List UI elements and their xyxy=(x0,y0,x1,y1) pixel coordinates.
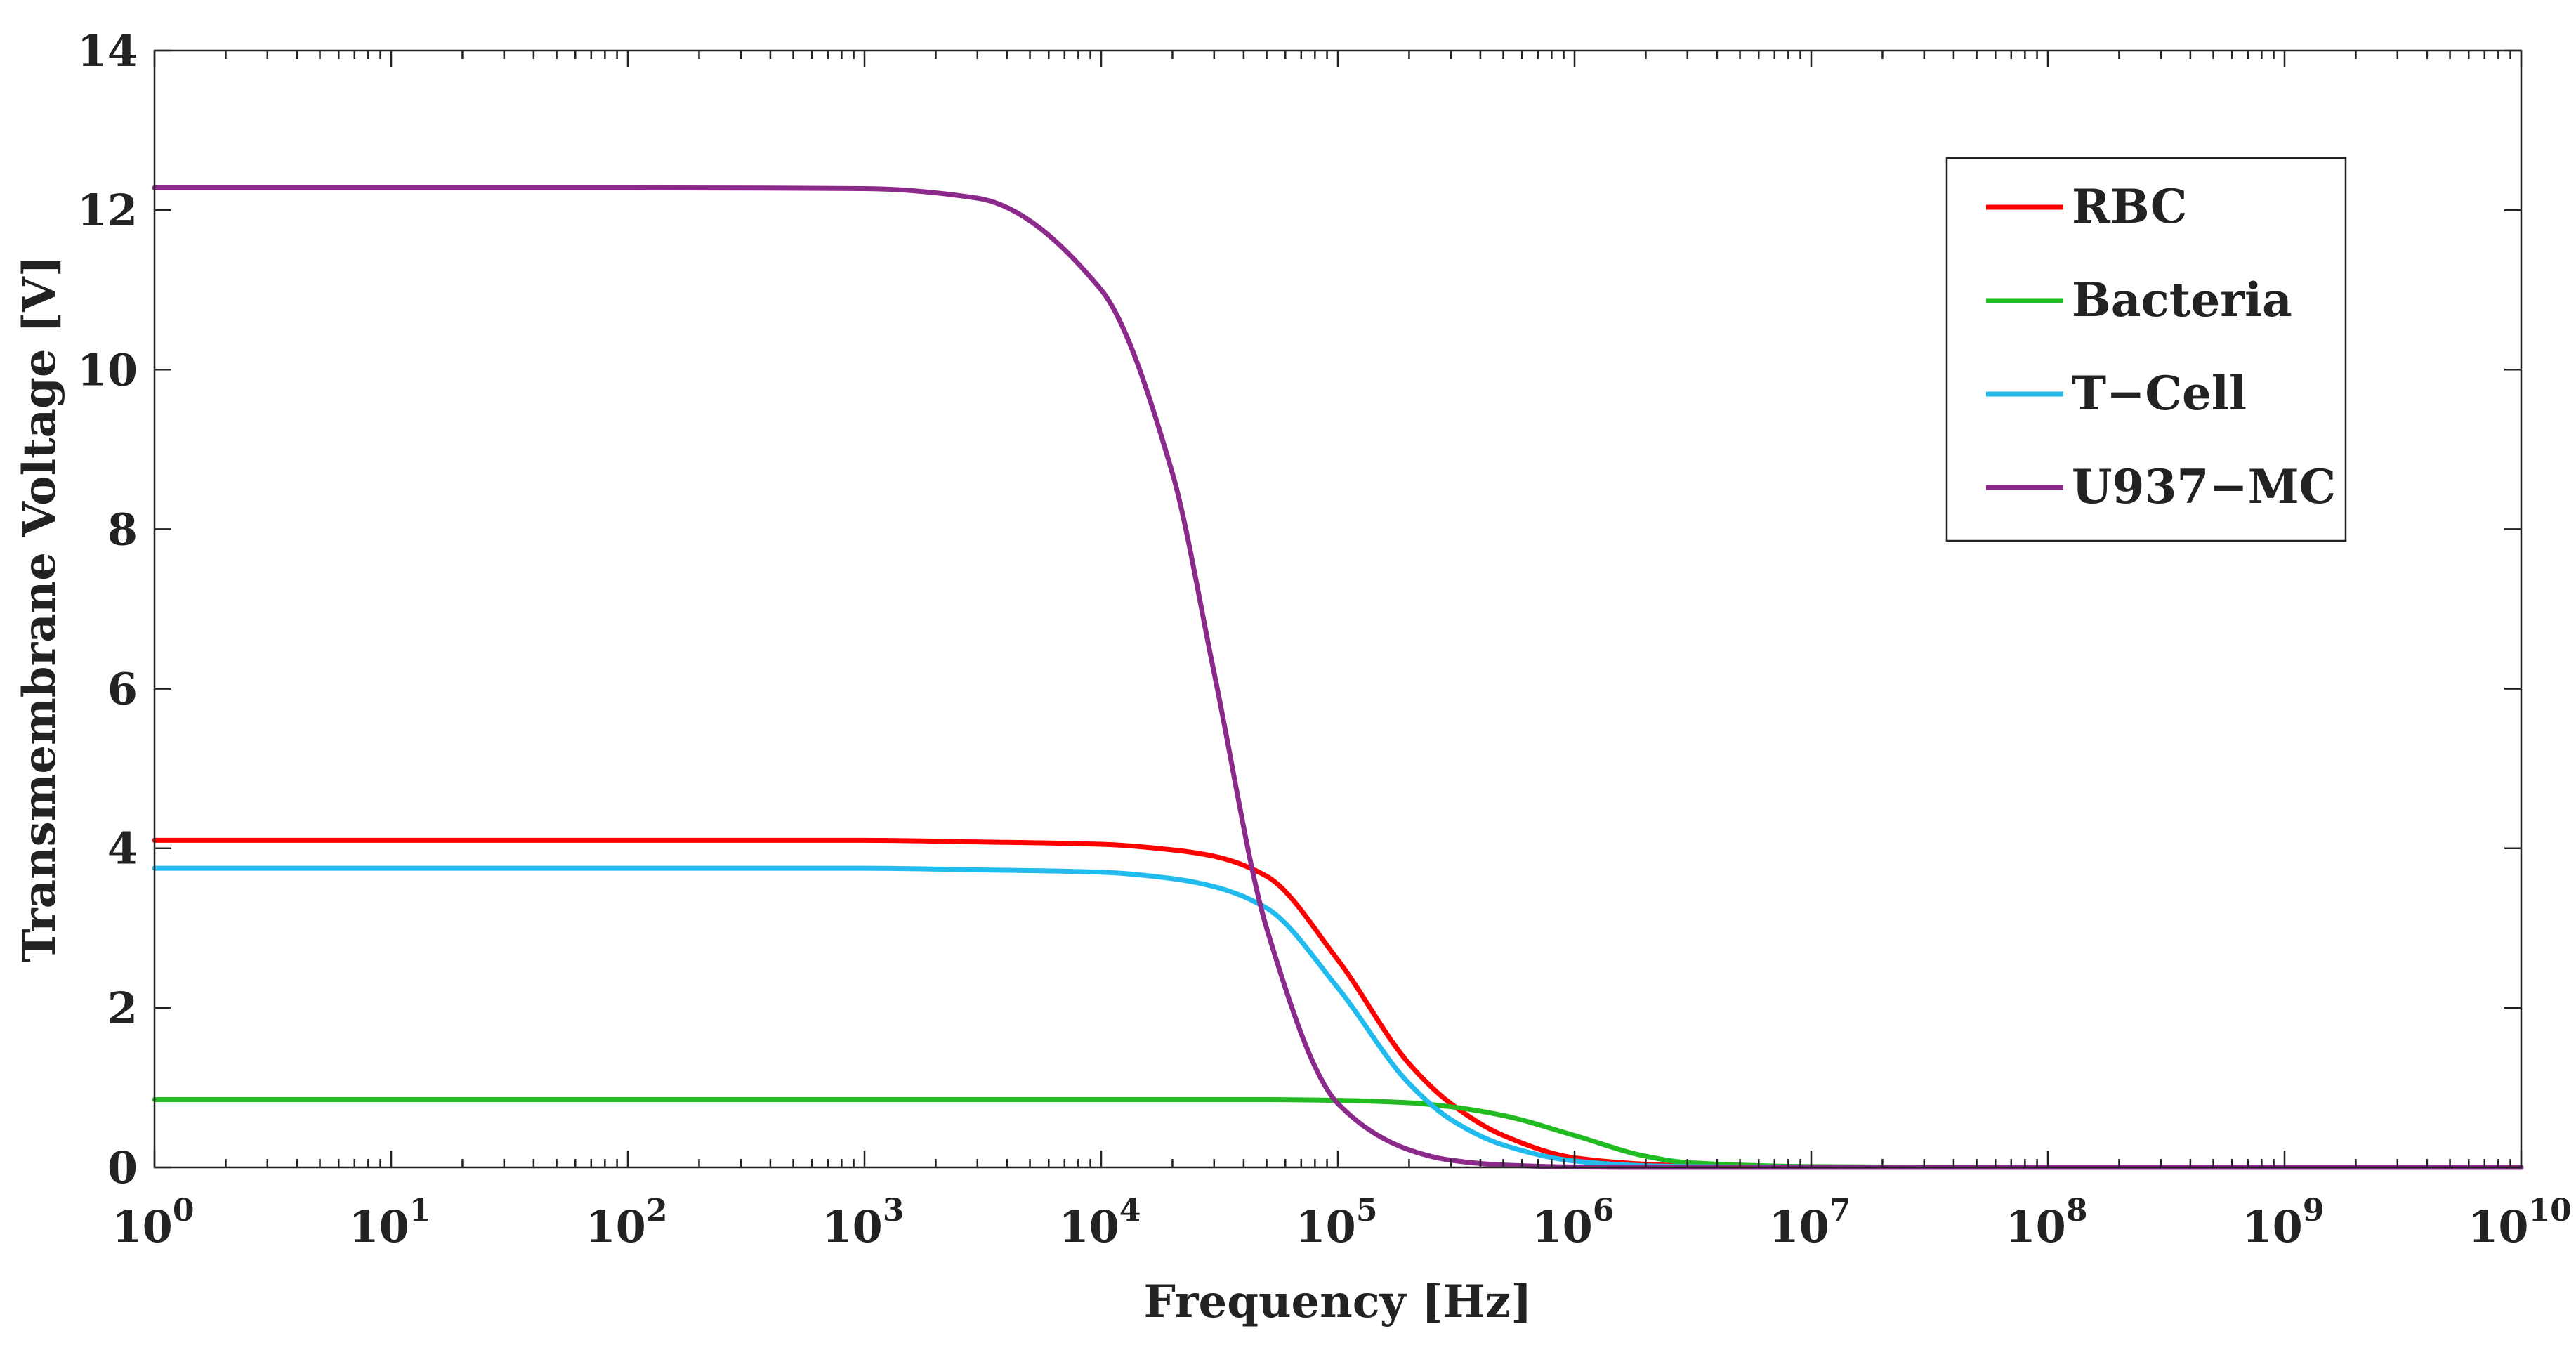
x-tick-label: 106 xyxy=(1532,1193,1615,1252)
x-axis-label: Frequency [Hz] xyxy=(1143,1276,1532,1328)
y-axis-label: Transmembrane Voltage [V] xyxy=(13,256,66,962)
x-tick-label: 103 xyxy=(822,1193,905,1252)
legend-label: T−Cell xyxy=(2072,366,2247,421)
x-tick-base: 10 xyxy=(1769,1201,1829,1252)
x-tick-base: 10 xyxy=(349,1201,409,1252)
x-tick-label: 101 xyxy=(349,1193,431,1252)
y-tick-label: 2 xyxy=(107,983,138,1034)
y-tick-label: 12 xyxy=(77,185,138,236)
x-tick-exponent: 2 xyxy=(646,1193,668,1228)
x-tick-label: 107 xyxy=(1769,1193,1851,1252)
x-tick-exponent: 5 xyxy=(1356,1193,1378,1228)
y-tick-label: 10 xyxy=(77,344,138,395)
x-tick-label: 102 xyxy=(586,1193,668,1252)
x-tick-base: 10 xyxy=(112,1201,173,1252)
x-tick-label: 108 xyxy=(2006,1193,2088,1252)
y-tick-label: 14 xyxy=(77,25,138,77)
ticks-layer xyxy=(153,49,2523,1169)
y-tick-label: 8 xyxy=(107,504,138,555)
x-tick-exponent: 9 xyxy=(2303,1193,2325,1228)
x-tick-base: 10 xyxy=(2468,1201,2528,1252)
legend: RBC Bacteria T−Cell U937−MC xyxy=(1945,157,2347,542)
y-tick-label: 0 xyxy=(107,1142,138,1193)
legend-box xyxy=(1945,157,2347,542)
x-tick-label: 104 xyxy=(1059,1193,1141,1252)
plot-frame xyxy=(153,49,2523,1169)
x-tick-base: 10 xyxy=(822,1201,883,1252)
x-tick-base: 10 xyxy=(1296,1201,1356,1252)
x-tick-base: 10 xyxy=(2006,1201,2066,1252)
y-tick-label: 4 xyxy=(107,823,138,874)
x-tick-labels: 100 101 102 103 104 105 106 107 108 109 1010 xyxy=(112,1193,2572,1252)
x-tick-exponent: 10 xyxy=(2529,1193,2572,1228)
x-tick-exponent: 4 xyxy=(1119,1193,1141,1228)
x-tick-label: 100 xyxy=(112,1193,195,1252)
legend-label: RBC xyxy=(2072,179,2187,234)
x-tick-exponent: 7 xyxy=(1829,1193,1851,1228)
legend-label: Bacteria xyxy=(2072,273,2292,327)
x-tick-exponent: 1 xyxy=(409,1193,431,1228)
x-tick-exponent: 8 xyxy=(2066,1193,2088,1228)
x-tick-label: 1010 xyxy=(2468,1193,2572,1252)
x-tick-base: 10 xyxy=(1059,1201,1119,1252)
x-tick-exponent: 3 xyxy=(883,1193,905,1228)
x-tick-label: 105 xyxy=(1296,1193,1378,1252)
x-tick-exponent: 6 xyxy=(1593,1193,1615,1228)
y-tick-labels: 0 2 4 6 8 10 12 14 xyxy=(77,25,138,1193)
x-tick-label: 109 xyxy=(2242,1193,2325,1252)
legend-label: U937−MC xyxy=(2072,459,2336,514)
y-tick-label: 6 xyxy=(107,664,138,715)
x-tick-exponent: 0 xyxy=(173,1193,195,1228)
x-tick-base: 10 xyxy=(2242,1201,2303,1252)
x-tick-base: 10 xyxy=(1532,1201,1593,1252)
x-tick-base: 10 xyxy=(586,1201,646,1252)
